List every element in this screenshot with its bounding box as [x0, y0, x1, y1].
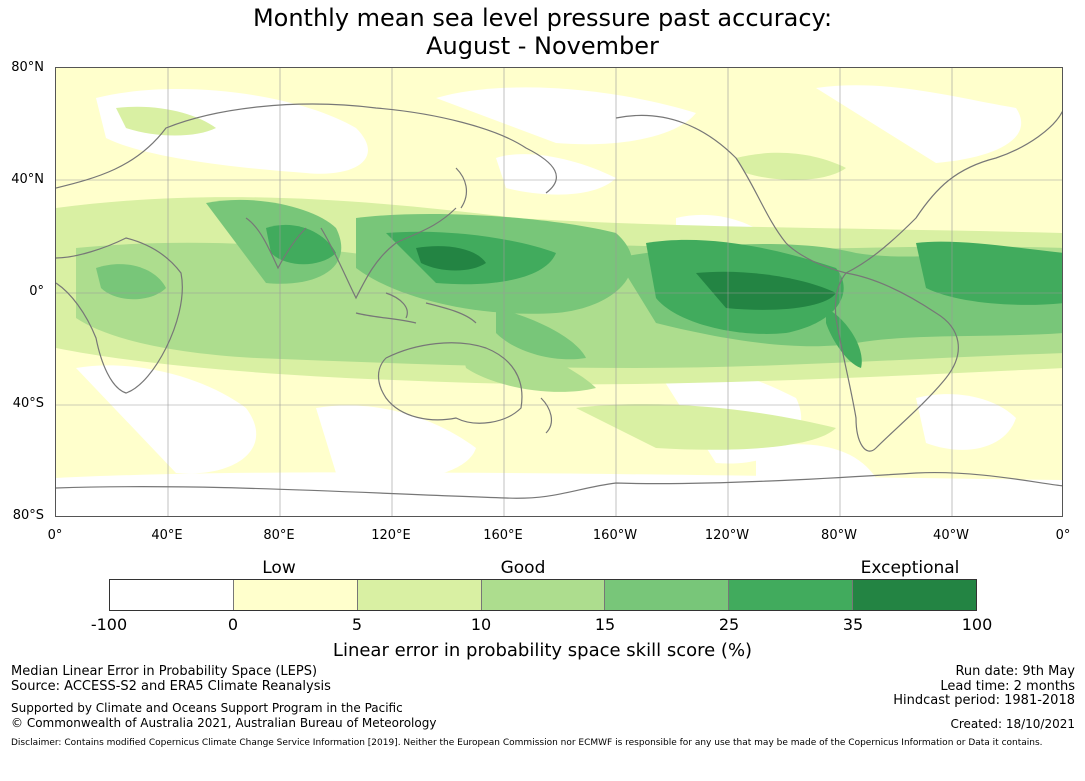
map-canvas [56, 68, 1062, 516]
colorbar-tick: 10 [470, 615, 492, 634]
lon-label-0-east: 0° [1055, 528, 1071, 543]
lon-label-0: 0° [47, 528, 63, 543]
lon-label-120w: 120°W [704, 528, 750, 543]
colorbar-segment [481, 580, 606, 610]
footer-hindcast: Hindcast period: 1981-2018 [893, 693, 1075, 708]
lon-label-40w: 40°W [933, 528, 969, 543]
footer-created: Created: 18/10/2021 [950, 717, 1075, 731]
footer-support: Supported by Climate and Oceans Support … [11, 701, 403, 715]
lat-label-80s: 80°S [12, 508, 44, 523]
disclaimer: Disclaimer: Contains modified Copernicus… [11, 738, 1043, 748]
colorbar-segment [729, 580, 854, 610]
coastlines [56, 103, 1062, 499]
footer-lead-time: Lead time: 2 months [940, 679, 1075, 694]
colorbar-tick: 35 [842, 615, 864, 634]
lon-label-80w: 80°W [821, 528, 857, 543]
map-title: Monthly mean sea level pressure past acc… [0, 4, 1085, 60]
lon-label-160e: 160°E [483, 528, 523, 543]
lon-label-40e: 40°E [151, 528, 183, 543]
footer-copyright: © Commonwealth of Australia 2021, Austra… [11, 716, 437, 730]
colorbar-tick: 0 [227, 615, 239, 634]
colorbar-tick: 15 [594, 615, 616, 634]
colorbar-tick: 5 [351, 615, 363, 634]
lat-label-0: 0° [29, 284, 44, 299]
lat-label-40n: 40°N [11, 172, 44, 187]
skill-35-100-regions [416, 246, 836, 310]
colorbar-tick: 25 [718, 615, 740, 634]
lat-label-40s: 40°S [12, 396, 44, 411]
title-line-2: August - November [426, 32, 659, 60]
category-good: Good [500, 558, 546, 578]
colorbar-tick: 100 [961, 615, 993, 634]
category-low: Low [262, 558, 296, 578]
colorbar-segment [357, 580, 482, 610]
skill-colorbar [109, 579, 977, 611]
skill-score-map [55, 67, 1063, 517]
lon-label-160w: 160°W [592, 528, 638, 543]
title-line-1: Monthly mean sea level pressure past acc… [252, 4, 833, 32]
graticule [56, 68, 1062, 516]
lon-label-80e: 80°E [263, 528, 295, 543]
colorbar-segment [853, 580, 977, 610]
colorbar-title: Linear error in probability space skill … [332, 640, 753, 661]
footer-run-date: Run date: 9th May [955, 664, 1075, 679]
lat-label-80n: 80°N [11, 60, 44, 75]
footer-source: Source: ACCESS-S2 and ERA5 Climate Reana… [11, 679, 331, 694]
colorbar-segment [605, 580, 730, 610]
colorbar-segment [233, 580, 358, 610]
colorbar-tick: -100 [90, 615, 128, 634]
footer-method: Median Linear Error in Probability Space… [11, 664, 318, 679]
colorbar-segment [110, 580, 234, 610]
lon-label-120e: 120°E [371, 528, 411, 543]
category-exceptional: Exceptional [860, 558, 960, 578]
